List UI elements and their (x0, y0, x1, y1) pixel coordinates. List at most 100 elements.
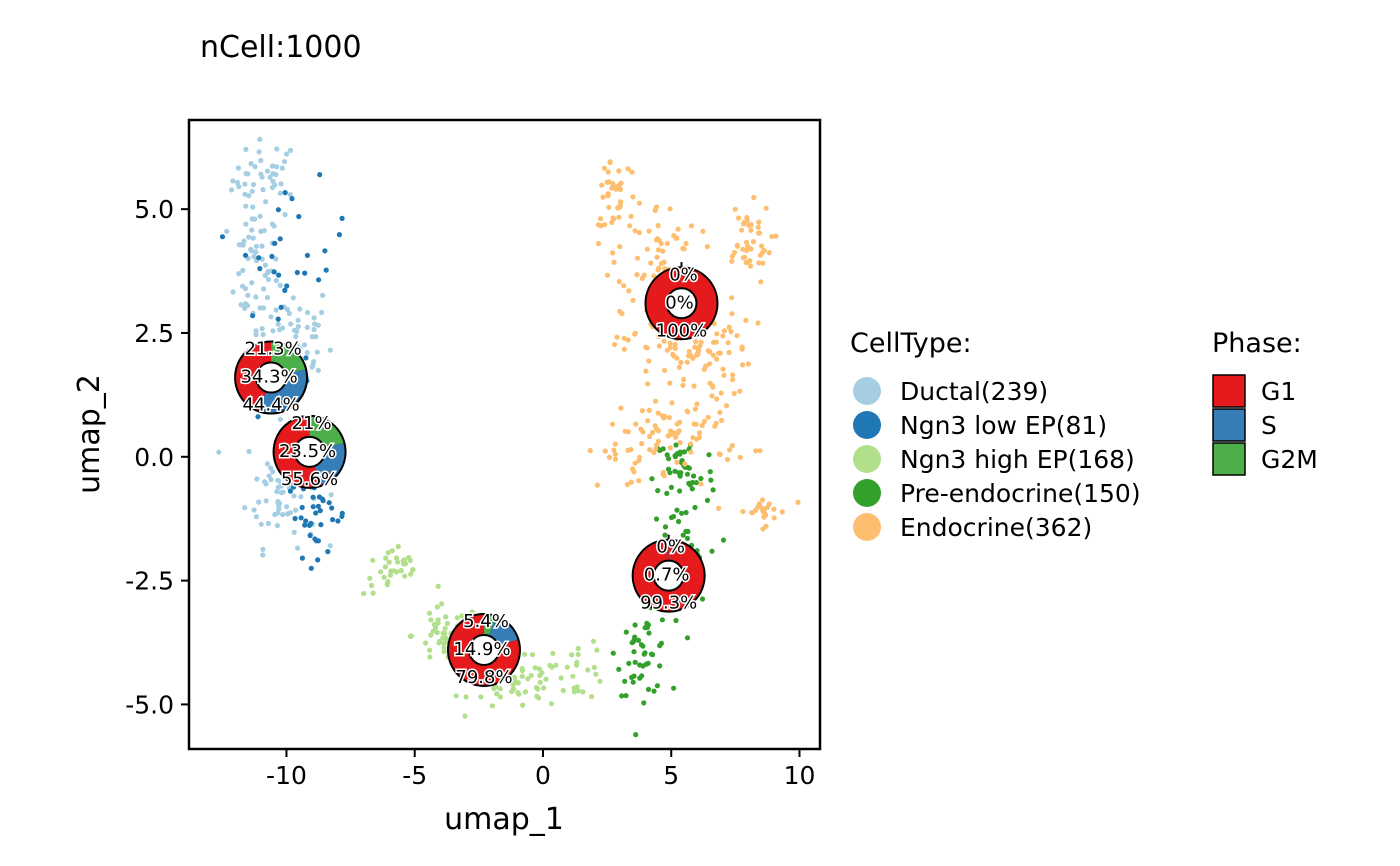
data-point (729, 295, 735, 301)
data-point (630, 466, 636, 472)
data-point (241, 238, 247, 244)
data-point (264, 461, 270, 467)
data-point (743, 239, 750, 245)
data-point (369, 582, 375, 589)
data-point (721, 328, 728, 334)
celltype-legend-title: CellType: (850, 328, 972, 359)
data-point (434, 629, 440, 636)
data-point (513, 678, 519, 685)
data-point (655, 223, 661, 229)
data-point (242, 505, 248, 511)
data-point (326, 500, 332, 506)
data-point (253, 243, 259, 249)
data-point (599, 182, 605, 188)
donut-slice (488, 616, 518, 646)
data-point (655, 428, 662, 434)
data-point (707, 380, 713, 386)
y-tick-label: 5.0 (134, 195, 174, 224)
data-point (744, 247, 750, 254)
data-point (316, 277, 322, 283)
data-point (684, 635, 691, 641)
donut-percent-label: 21.3% (244, 339, 301, 360)
data-point (290, 295, 296, 301)
data-point (287, 192, 293, 198)
data-point (672, 345, 678, 351)
data-point (692, 344, 698, 350)
donut-percent-label: 44.4% (242, 395, 299, 416)
data-point (694, 401, 700, 407)
data-point (293, 333, 299, 340)
data-point (319, 309, 325, 316)
data-point (628, 213, 634, 219)
data-point (671, 685, 677, 691)
data-point (311, 359, 317, 365)
data-point (658, 640, 665, 647)
data-point (607, 160, 613, 166)
data-point (731, 390, 737, 397)
data-point (580, 689, 586, 695)
data-point (653, 204, 660, 210)
data-point (230, 289, 236, 295)
data-point (605, 191, 611, 197)
data-point (729, 311, 735, 317)
data-point (654, 236, 661, 242)
data-point (593, 671, 599, 677)
data-point (691, 473, 697, 479)
data-point (398, 568, 404, 574)
data-point (628, 479, 634, 485)
data-point (707, 469, 713, 475)
data-point (718, 390, 724, 396)
data-point (266, 473, 272, 479)
data-point (602, 222, 608, 228)
data-point (629, 640, 635, 646)
data-point (674, 459, 680, 465)
data-point (257, 266, 263, 272)
data-point (243, 171, 249, 177)
data-point (699, 596, 706, 602)
data-point (698, 481, 704, 487)
data-point (611, 447, 617, 453)
data-point (316, 494, 322, 500)
data-point (560, 687, 566, 694)
data-point (667, 380, 673, 386)
y-tick-label: 2.5 (134, 319, 174, 348)
data-point (260, 552, 266, 558)
data-point (387, 572, 393, 578)
data-point (297, 345, 303, 351)
data-point (708, 477, 714, 483)
data-point (730, 377, 736, 383)
data-point (275, 207, 281, 213)
data-point (594, 647, 600, 653)
data-point (662, 532, 668, 538)
data-point (646, 407, 653, 413)
data-point (260, 187, 266, 193)
x-tick-label: -10 (266, 761, 307, 790)
data-point (753, 448, 759, 454)
data-point (622, 678, 628, 684)
data-point (462, 713, 468, 719)
data-point (624, 481, 631, 488)
data-point (766, 250, 772, 256)
data-point (597, 216, 604, 222)
data-point (660, 248, 666, 254)
data-point (296, 213, 302, 220)
data-point (709, 548, 715, 554)
data-point (688, 223, 695, 229)
data-point (617, 186, 624, 193)
data-point (760, 249, 766, 255)
data-point (710, 487, 716, 493)
data-point (258, 157, 264, 164)
data-point (273, 172, 279, 178)
data-point (699, 422, 705, 428)
data-point (769, 233, 775, 240)
data-point (743, 317, 749, 323)
data-point (250, 235, 256, 241)
donut-slice (274, 416, 322, 487)
data-point (684, 471, 691, 477)
legend-key-circle (853, 445, 881, 473)
data-point (273, 307, 279, 313)
donut-percent-label: 0% (669, 264, 698, 285)
data-point (636, 230, 642, 236)
data-point (676, 428, 682, 434)
data-point (402, 573, 408, 579)
